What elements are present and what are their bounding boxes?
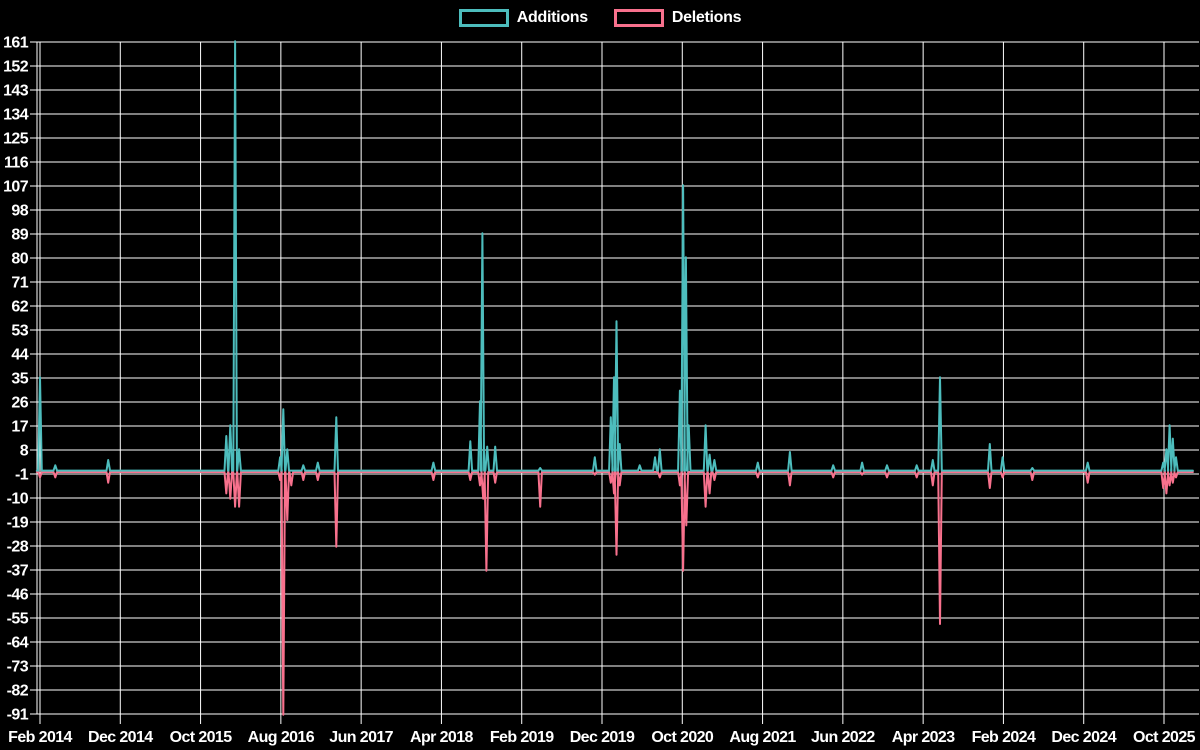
x-tick-label: Jun 2017 (329, 729, 393, 746)
deletions-swatch-icon (613, 9, 664, 27)
x-tick-label: Oct 2020 (651, 729, 714, 746)
x-tick-label: Aug 2016 (248, 729, 315, 746)
y-tick-label: 116 (4, 155, 29, 172)
y-tick-label: 80 (11, 251, 28, 268)
y-tick-label: 161 (3, 35, 29, 52)
deletions-line (35, 471, 1194, 716)
y-tick-label: -1 (15, 467, 29, 484)
x-tick-label: Oct 2015 (170, 729, 233, 746)
y-tick-label: 134 (3, 107, 29, 124)
y-tick-label: -64 (7, 635, 29, 652)
y-tick-label: 53 (11, 323, 28, 340)
y-tick-label: 35 (11, 371, 28, 388)
x-tick-label: Dec 2024 (1051, 729, 1116, 746)
chart-legend: Additions Deletions (0, 6, 1200, 30)
y-tick-label: 98 (11, 203, 28, 220)
x-tick-label: Dec 2014 (88, 729, 153, 746)
x-tick-label: Oct 2025 (1133, 729, 1196, 746)
y-tick-label: 17 (11, 419, 28, 436)
y-tick-label: 26 (11, 395, 28, 412)
y-tick-label: 71 (11, 275, 28, 292)
y-tick-label: -10 (7, 491, 29, 508)
x-tick-label: Apr 2018 (410, 729, 473, 746)
y-tick-label: 89 (11, 227, 28, 244)
legend-label-deletions: Deletions (671, 9, 742, 26)
x-tick-label: Feb 2024 (972, 729, 1036, 746)
x-tick-label: Feb 2014 (8, 729, 72, 746)
y-tick-label: -46 (7, 587, 29, 604)
y-tick-label: -91 (7, 707, 29, 724)
legend-item-deletions[interactable]: Deletions (613, 9, 742, 27)
x-tick-label: Feb 2019 (490, 729, 554, 746)
additions-line (35, 40, 1194, 472)
y-tick-label: 8 (20, 443, 29, 460)
x-tick-label: Dec 2019 (570, 729, 635, 746)
y-tick-label: 143 (3, 83, 29, 100)
y-tick-label: -82 (7, 683, 29, 700)
y-tick-label: -28 (7, 539, 29, 556)
y-tick-label: 152 (3, 59, 29, 76)
y-tick-label: 125 (3, 131, 29, 148)
y-tick-label: -19 (7, 515, 29, 532)
additions-swatch-icon (458, 9, 509, 27)
x-tick-label: Apr 2023 (892, 729, 955, 746)
y-tick-label: 107 (3, 179, 29, 196)
y-tick-label: 44 (11, 347, 28, 364)
y-tick-label: -55 (7, 611, 29, 628)
legend-label-additions: Additions (516, 9, 588, 26)
x-tick-label: Aug 2021 (729, 729, 796, 746)
y-tick-label: -37 (7, 563, 29, 580)
y-tick-label: 62 (11, 299, 28, 316)
legend-item-additions[interactable]: Additions (458, 9, 588, 27)
x-tick-label: Jun 2022 (811, 729, 875, 746)
y-tick-label: -73 (7, 659, 29, 676)
